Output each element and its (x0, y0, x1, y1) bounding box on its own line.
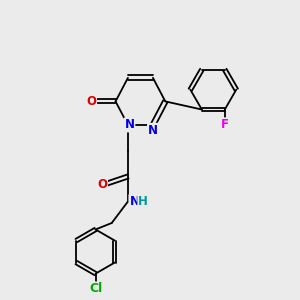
Text: N: N (124, 118, 134, 131)
Text: O: O (86, 95, 96, 108)
Text: O: O (97, 178, 107, 191)
Text: F: F (221, 118, 229, 131)
Text: H: H (138, 195, 148, 208)
Text: N: N (148, 124, 158, 137)
Text: N: N (129, 195, 140, 208)
Text: Cl: Cl (89, 282, 102, 296)
